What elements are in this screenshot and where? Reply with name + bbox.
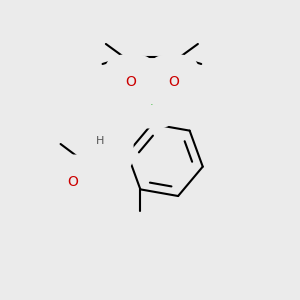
Text: O: O	[168, 75, 179, 89]
Text: O: O	[125, 75, 136, 89]
Text: N: N	[102, 140, 113, 154]
Text: H: H	[95, 136, 104, 146]
Text: B: B	[147, 94, 157, 108]
Text: O: O	[67, 175, 78, 189]
